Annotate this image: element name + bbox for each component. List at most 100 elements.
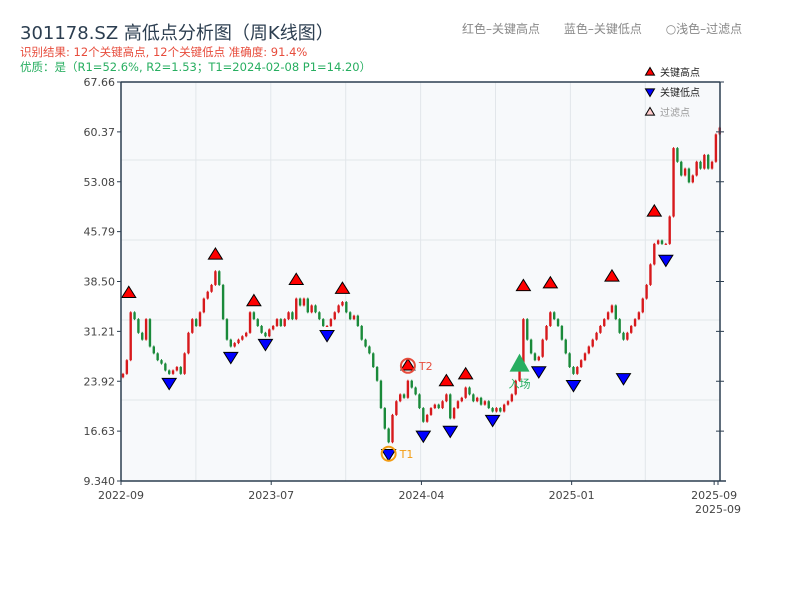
candle xyxy=(160,359,163,365)
candle-body xyxy=(245,332,248,337)
candle xyxy=(372,352,375,369)
candle xyxy=(468,386,471,396)
candle-body xyxy=(141,332,144,340)
candle-body xyxy=(179,367,182,374)
chart-title: 301178.SZ 高低点分析图（周K线图） xyxy=(20,23,334,44)
candle xyxy=(556,318,560,327)
candle-body xyxy=(410,380,413,388)
key-high-marker xyxy=(604,268,620,282)
candle-body xyxy=(653,243,656,265)
candle xyxy=(553,311,556,321)
target-circle-t1 xyxy=(380,445,397,462)
candle xyxy=(345,301,348,314)
candle-body xyxy=(703,154,706,169)
candle xyxy=(395,400,398,416)
candle xyxy=(476,396,479,403)
candle-body xyxy=(479,397,483,405)
candle xyxy=(194,318,198,327)
candle xyxy=(187,331,190,355)
candle xyxy=(318,311,321,321)
candle-body xyxy=(614,305,617,320)
candle xyxy=(533,352,537,362)
candle xyxy=(225,318,229,341)
candle-body xyxy=(583,353,587,361)
candle xyxy=(306,297,309,314)
candle xyxy=(583,352,587,362)
result-summary: 识别结果: 12个关键高点, 12个关键低点 准确度: 91.4% xyxy=(20,45,308,59)
candle-body xyxy=(437,404,440,409)
candle xyxy=(202,297,206,314)
candle-body xyxy=(183,353,186,374)
candle xyxy=(283,318,286,327)
candle xyxy=(606,311,610,321)
candle-body xyxy=(564,339,567,354)
candle-body xyxy=(560,325,564,340)
candle-body xyxy=(545,325,548,340)
candle-body xyxy=(275,319,279,326)
candle xyxy=(703,153,706,170)
candle-body xyxy=(710,161,714,169)
candle-body xyxy=(198,312,202,326)
candle-body xyxy=(476,397,479,402)
candle xyxy=(537,355,540,362)
key-high-marker xyxy=(245,293,262,307)
candle-body xyxy=(637,312,641,320)
candle-body xyxy=(579,360,583,368)
candle-body xyxy=(191,319,194,333)
candle-body xyxy=(137,319,140,333)
candle-body xyxy=(268,329,271,337)
y-tick-label: 38.50 xyxy=(84,276,116,289)
candle xyxy=(248,311,252,334)
candle xyxy=(595,331,598,341)
candle xyxy=(576,366,579,375)
candle xyxy=(591,338,594,348)
candle xyxy=(529,338,533,355)
candle xyxy=(433,403,437,410)
candle-body xyxy=(468,387,471,395)
candle xyxy=(564,338,567,355)
candle-body xyxy=(310,305,313,313)
candle-body xyxy=(414,387,417,395)
candle xyxy=(479,396,483,406)
candle-body xyxy=(314,305,317,313)
candle-body xyxy=(129,312,132,361)
target-circle-t2 xyxy=(399,357,416,374)
candle xyxy=(599,324,602,334)
candle xyxy=(399,393,402,403)
candle-body xyxy=(449,394,452,419)
candle-body xyxy=(626,332,629,340)
target-label-t1: T1 xyxy=(399,448,414,461)
candle xyxy=(402,393,406,399)
candle xyxy=(672,147,675,218)
key-low-marker xyxy=(530,366,547,379)
candle xyxy=(375,366,379,382)
candle-body xyxy=(283,319,286,326)
y-tick-label: 67.66 xyxy=(84,76,116,89)
candle-body xyxy=(472,394,475,402)
candle-body xyxy=(337,305,340,313)
candle xyxy=(329,318,333,327)
candle-body xyxy=(599,325,602,333)
candle-body xyxy=(676,148,679,162)
candle-body xyxy=(502,404,506,412)
candle-body xyxy=(645,284,648,299)
candle xyxy=(387,427,390,444)
candle xyxy=(456,400,460,410)
x-tick-label: 2025-09 xyxy=(691,489,737,502)
candle xyxy=(125,359,129,375)
candle xyxy=(260,324,263,334)
candle-body xyxy=(406,380,410,398)
candle xyxy=(656,239,660,245)
candle-body xyxy=(302,298,306,306)
candle xyxy=(572,366,575,375)
candle-body xyxy=(630,325,633,333)
candle-body xyxy=(391,414,394,443)
candle xyxy=(279,318,283,327)
candle-body xyxy=(252,312,256,320)
candle xyxy=(137,318,140,334)
candle xyxy=(271,324,275,331)
candle xyxy=(218,270,221,286)
candle-body xyxy=(164,363,167,371)
candle-body xyxy=(168,370,171,374)
